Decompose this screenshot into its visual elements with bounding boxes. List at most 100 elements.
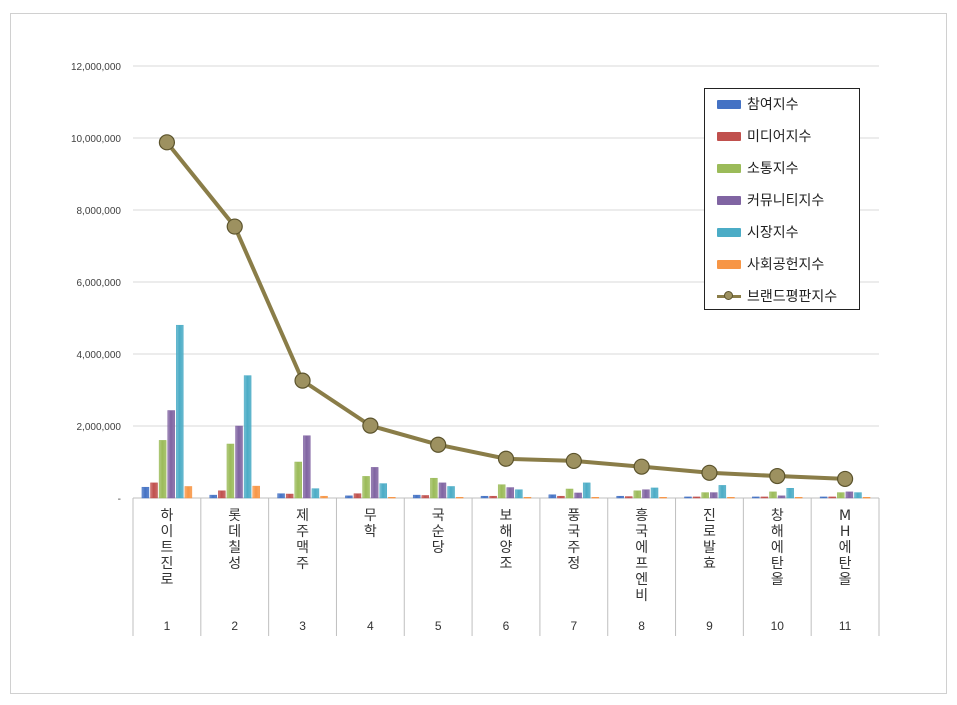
bar-시장지수 (582, 482, 591, 499)
category-name-char: 진 (160, 556, 173, 572)
bar-미디어지수 (353, 493, 362, 499)
bar-커뮤니티지수 (574, 492, 582, 499)
category-number-label: 5 (435, 619, 442, 633)
category-name-char: 양 (500, 540, 513, 556)
category-name-char: 주 (567, 540, 580, 556)
category-number-label: 8 (638, 619, 645, 633)
legend-item: 사회공헌지수 (717, 254, 824, 274)
category-number-label: 2 (231, 619, 238, 633)
category-name-char: 풍 (567, 508, 580, 524)
bar-미디어지수 (218, 490, 226, 499)
category-name-char: 롯 (228, 508, 241, 524)
legend-item: 커뮤니티지수 (717, 190, 824, 210)
category-name-char: H (840, 524, 851, 540)
category-name-char: 에 (771, 540, 784, 556)
y-tick-label: 2,000,000 (77, 422, 122, 433)
category-number-label: 11 (839, 619, 852, 633)
chart-frame: - 2,000,000 4,000,000 6,000,000 8,000,000 10,… (10, 13, 947, 694)
bar-소통지수 (837, 492, 845, 499)
category-name-char: 흥 (635, 508, 648, 524)
category-name-char: 조 (500, 556, 513, 572)
bar-소통지수 (430, 477, 438, 499)
legend-label: 커뮤니티지수 (747, 193, 825, 209)
bar-참여지수 (209, 494, 217, 499)
bar-참여지수 (616, 495, 624, 499)
bar-소통지수 (701, 492, 709, 499)
category-name-char: 비 (635, 588, 648, 604)
bar-소통지수 (769, 491, 777, 499)
legend-item: 시장지수 (717, 222, 799, 242)
bar-시장지수 (379, 483, 387, 499)
category-name-char: 칠 (228, 540, 241, 556)
bar-커뮤니티지수 (167, 410, 175, 499)
category-name-char: 엔 (635, 572, 648, 588)
bar-사회공헌지수 (795, 497, 803, 499)
bar-참여지수 (141, 486, 150, 499)
bar-시장지수 (447, 486, 455, 499)
legend-swatch (717, 227, 741, 237)
bar-사회공헌지수 (862, 497, 871, 499)
chart-legend: 참여지수 미디어지수 소통지수 커뮤니티지수 시장지수 사회공헌지수 브랜드평판지수 (704, 88, 860, 310)
y-tick-label: 4,000,000 (77, 350, 122, 361)
bar-시장지수 (515, 489, 523, 499)
category-name-char: 진 (703, 508, 716, 524)
bar-참여지수 (684, 496, 692, 499)
category-name-char: 효 (703, 556, 716, 572)
legend-swatch (717, 131, 741, 141)
bar-소통지수 (158, 440, 167, 499)
line-point (701, 464, 718, 481)
category-name-char: 보 (500, 508, 513, 524)
category-number-label: 4 (367, 619, 374, 633)
legend-item: 브랜드평판지수 (717, 286, 837, 306)
bar-사회공헌지수 (523, 497, 532, 499)
category-name-char: 프 (635, 556, 648, 572)
bar-시장지수 (176, 324, 184, 499)
category-name-char: M (839, 508, 851, 524)
category-name-char: 탄 (771, 556, 784, 572)
bar-커뮤니티지수 (438, 482, 447, 499)
category-number-label: 1 (164, 619, 171, 633)
category-number-label: 7 (570, 619, 577, 633)
legend-label: 참여지수 (747, 97, 799, 113)
bar-시장지수 (243, 375, 252, 499)
bar-사회공헌지수 (659, 497, 667, 499)
bar-사회공헌지수 (455, 497, 464, 499)
bar-시장지수 (718, 485, 727, 499)
category-name-char: 에 (839, 540, 852, 556)
bar-사회공헌지수 (727, 497, 735, 499)
bar-사회공헌지수 (388, 497, 396, 499)
line-point (769, 467, 786, 485)
bar-참여지수 (480, 495, 489, 499)
legend-swatch (717, 259, 741, 269)
legend-label: 미디어지수 (747, 129, 812, 145)
bar-소통지수 (633, 490, 642, 499)
legend-item: 미디어지수 (717, 126, 811, 146)
category-name-char: 하 (160, 508, 173, 524)
bar-참여지수 (752, 496, 760, 499)
bar-참여지수 (819, 496, 828, 499)
category-name-char: 에 (635, 540, 648, 556)
legend-label: 브랜드평판지수 (747, 289, 838, 305)
legend-swatch (717, 163, 741, 173)
legend-line-marker (717, 291, 741, 301)
bar-커뮤니티지수 (506, 487, 515, 499)
legend-swatch (717, 195, 741, 205)
category-number-label: 9 (706, 619, 713, 633)
bar-시장지수 (311, 488, 320, 499)
category-name-char: 데 (228, 524, 241, 540)
y-tick-label: - (118, 494, 121, 505)
category-name-char: 성 (228, 556, 241, 572)
y-tick-label: 12,000,000 (71, 62, 121, 73)
category-name-char: 정 (567, 556, 580, 572)
bar-참여지수 (412, 494, 421, 499)
bar-미디어지수 (828, 496, 836, 499)
category-number-label: 6 (503, 619, 510, 633)
category-name-char: 주 (296, 524, 309, 540)
bar-미디어지수 (557, 495, 565, 499)
bar-사회공헌지수 (320, 495, 328, 499)
y-tick-label: 10,000,000 (71, 134, 121, 145)
line-point (633, 458, 650, 475)
category-number-label: 10 (771, 619, 785, 633)
line-point (836, 470, 854, 488)
line-point (362, 417, 379, 434)
